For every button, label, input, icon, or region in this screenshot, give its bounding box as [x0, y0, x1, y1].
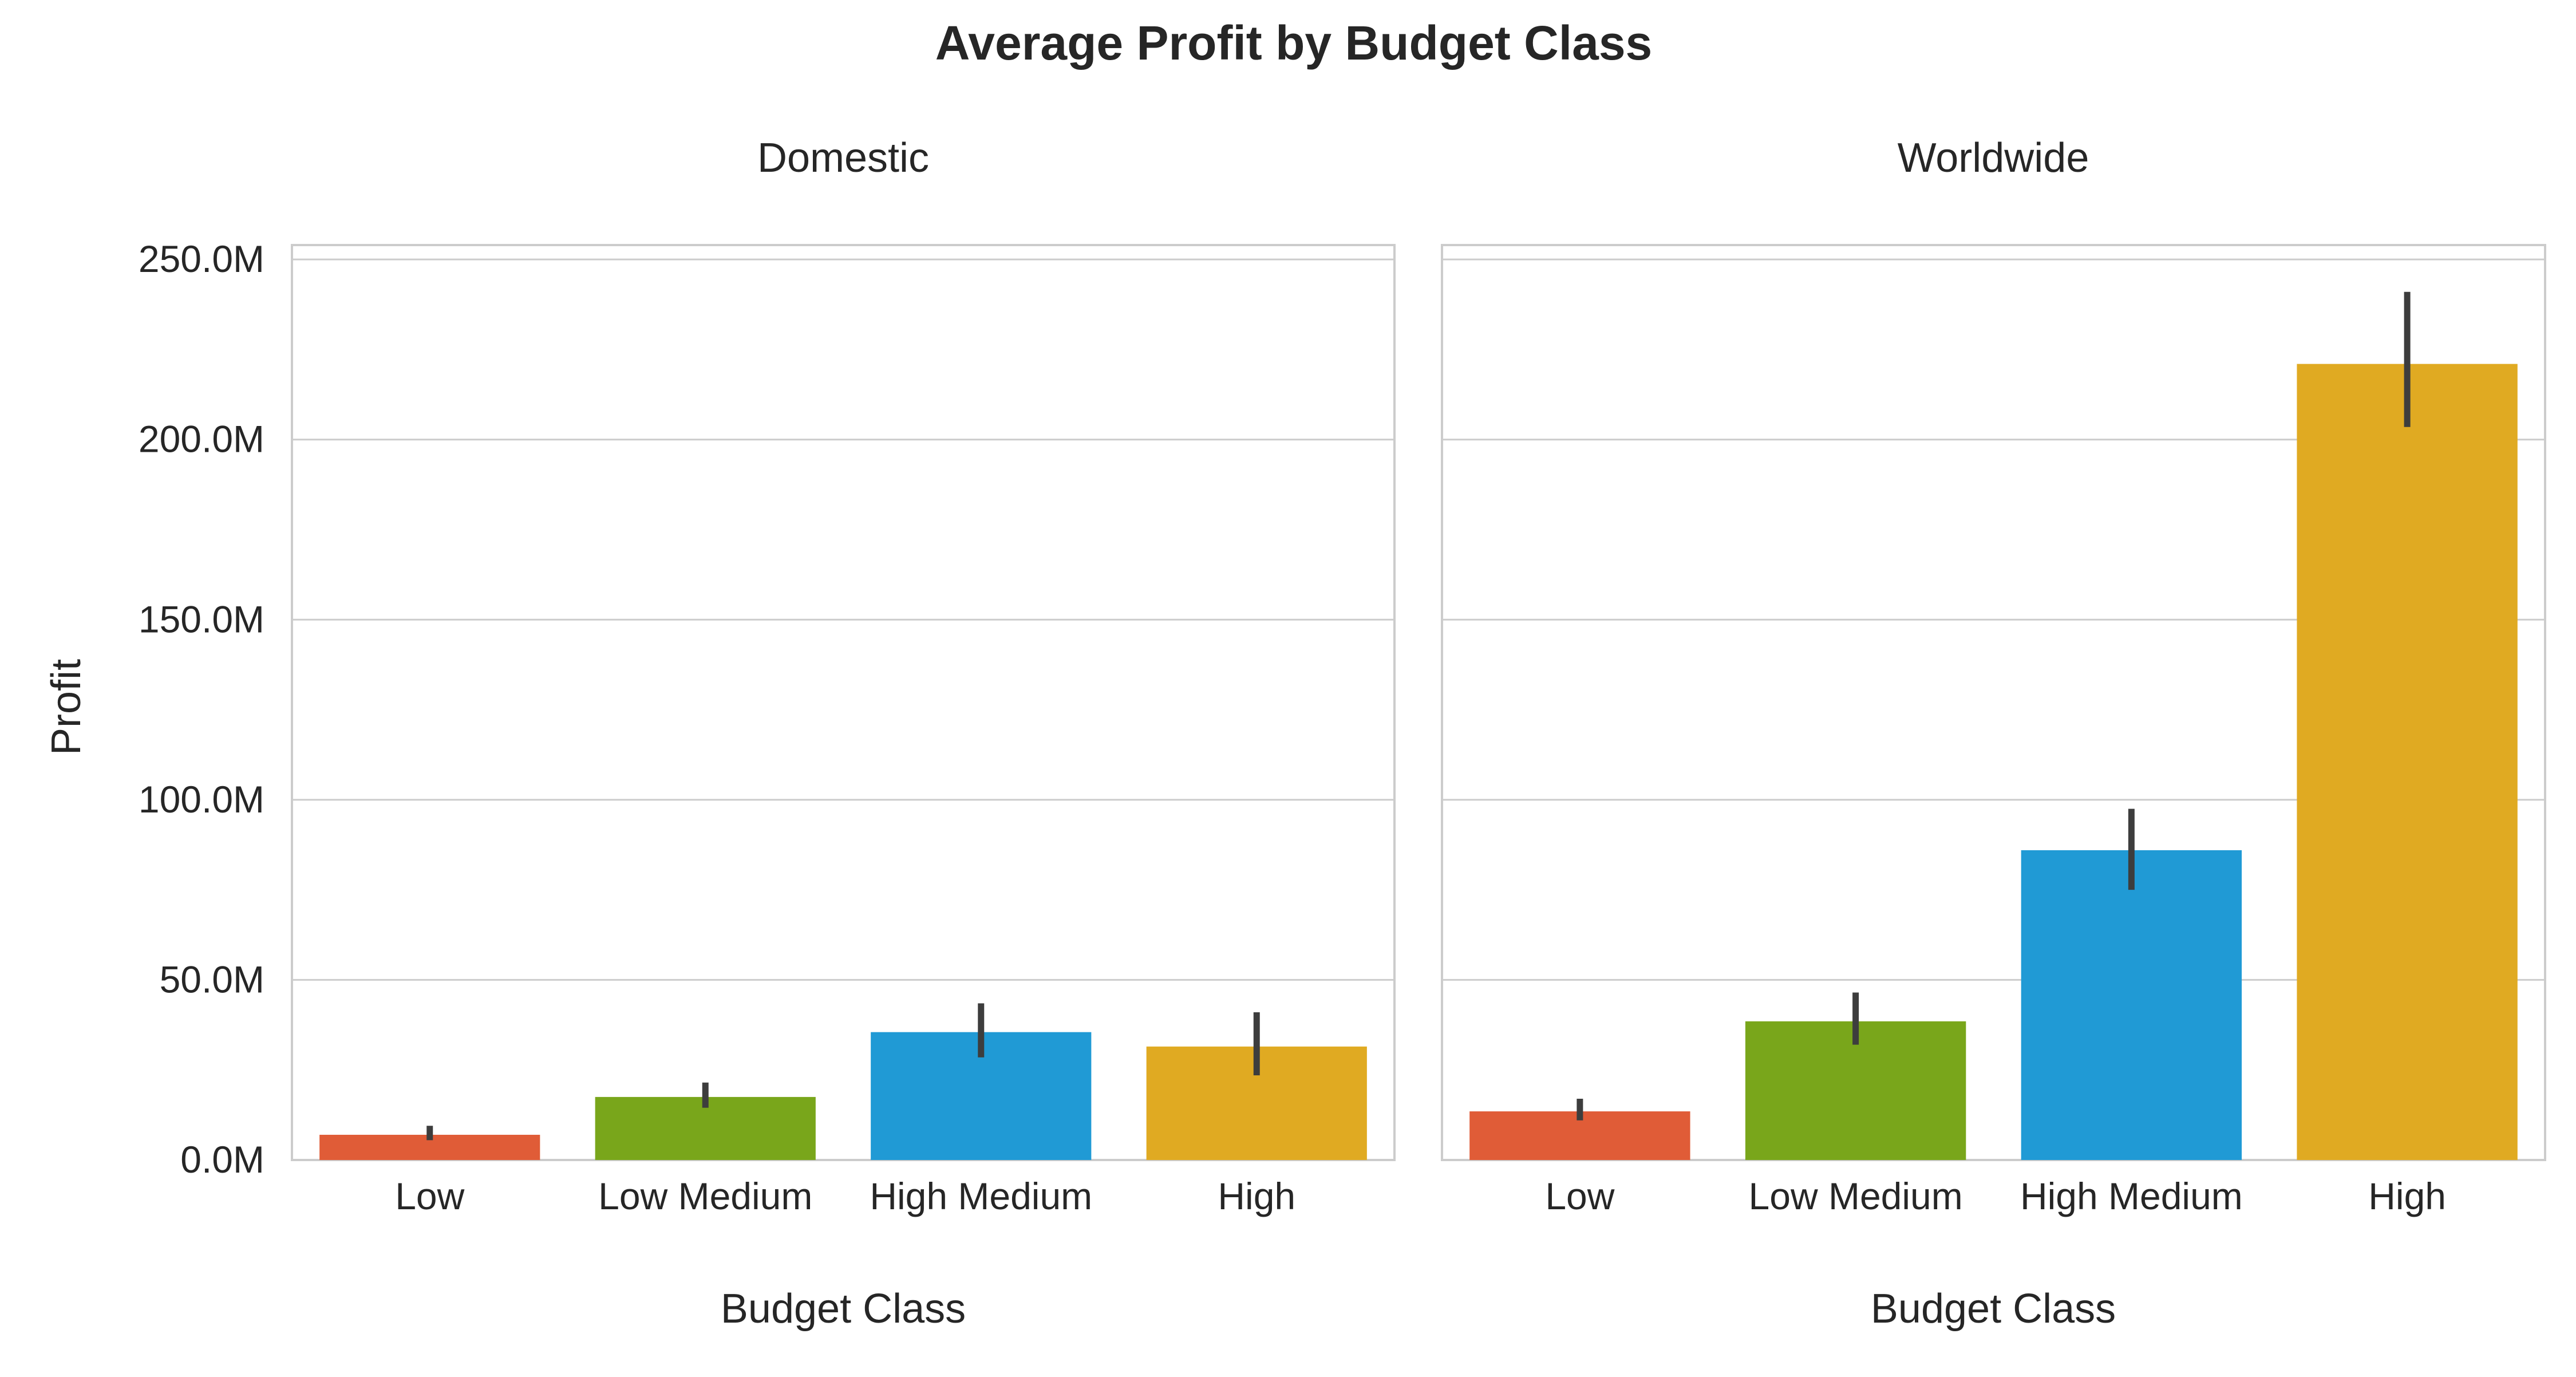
x-tick-label: High Medium	[870, 1175, 1092, 1217]
panel-title-domestic: Domestic	[757, 135, 929, 181]
x-axis-label-worldwide: Budget Class	[1871, 1286, 2116, 1332]
x-tick-label: Low Medium	[1749, 1175, 1963, 1217]
x-axis-label-domestic: Budget Class	[721, 1286, 966, 1332]
bar	[2297, 364, 2518, 1160]
y-tick-label: 0.0M	[180, 1138, 264, 1181]
y-tick-label: 200.0M	[139, 418, 264, 460]
plot-frame	[1441, 244, 2546, 1161]
panel-worldwide: Worldwide Budget Class Low Low Medium High…	[1441, 135, 2546, 1332]
chart-title: Average Profit by Budget Class	[935, 16, 1653, 70]
x-tick-label: Low Medium	[598, 1175, 812, 1217]
x-tick-label: High Medium	[2020, 1175, 2243, 1217]
y-tick-label: 150.0M	[139, 598, 264, 640]
y-tick-label: 50.0M	[160, 958, 264, 1000]
plot-frame	[291, 244, 1396, 1161]
x-tick-label: Low	[1545, 1175, 1614, 1217]
x-tick-label: High	[2368, 1175, 2446, 1217]
bar	[2021, 850, 2242, 1160]
panel-title-worldwide: Worldwide	[1898, 135, 2089, 181]
panel-domestic: Domestic Budget Class 0.0M 50.0M 100.0M 150…	[139, 135, 1396, 1332]
x-tick-label: Low	[395, 1175, 464, 1217]
y-tick-label: 100.0M	[139, 778, 264, 820]
x-tick-label: High	[1218, 1175, 1295, 1217]
y-axis-label: Profit	[44, 659, 89, 755]
y-tick-label: 250.0M	[139, 238, 264, 280]
